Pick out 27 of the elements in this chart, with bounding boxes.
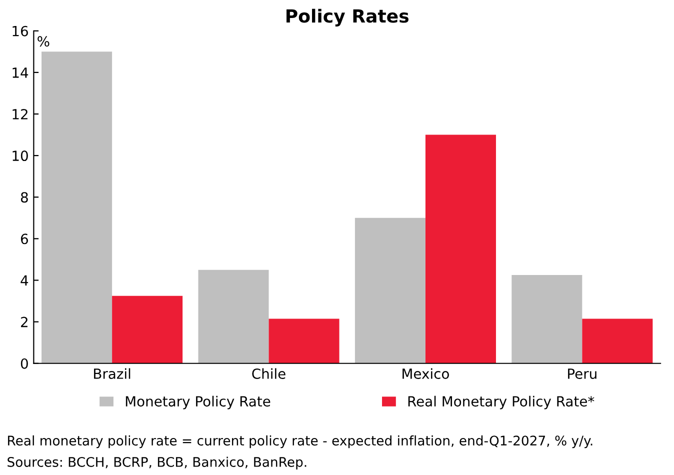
y-tick-label: 10 — [12, 150, 28, 162]
bar — [425, 134, 496, 364]
x-tick-label: Chile — [252, 368, 286, 379]
y-tick-label: 6 — [20, 234, 28, 244]
y-tick-label: 16 — [12, 26, 28, 36]
y-tick-label: 8 — [20, 192, 28, 203]
bar — [112, 296, 183, 364]
bar — [198, 270, 269, 364]
x-tick-label: Mexico — [402, 368, 449, 379]
y-tick-label: 0 — [20, 358, 28, 369]
x-tick-label: Peru — [568, 368, 596, 379]
chart-title: Policy Rates — [286, 8, 408, 26]
bar — [268, 318, 340, 364]
y-tick-label: 12 — [12, 108, 28, 120]
y-tick-label: 4 — [20, 275, 28, 286]
x-tick-label: Brazil — [94, 368, 130, 379]
legend-label: Monetary Policy Rate — [126, 396, 270, 410]
bar — [42, 52, 112, 364]
y-tick-label: 14 — [12, 68, 28, 78]
source-note: Sources: BCCH, BCRP, BCB, Banxico, BanRep. — [8, 456, 306, 470]
bar — [354, 218, 426, 364]
text: Real monetary policy rate = current policy rate - expected inflation, end-Q1-2027, % y/y. — [8, 435, 592, 448]
legend-label: Real Monetary Policy Rate* — [408, 396, 594, 410]
bar — [582, 318, 653, 364]
y-axis-title: % — [38, 36, 50, 47]
y-tick-label: 2 — [21, 316, 28, 328]
bar — [512, 275, 582, 364]
